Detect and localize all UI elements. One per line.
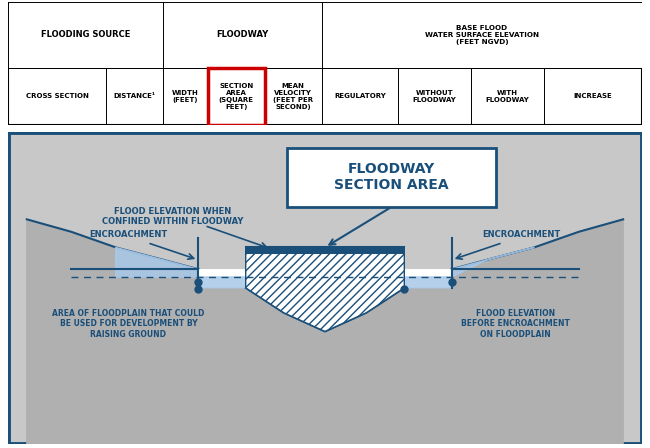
Polygon shape <box>246 247 404 332</box>
Text: FLOOD ELEVATION
BEFORE ENCROACHMENT
ON FLOODPLAIN: FLOOD ELEVATION BEFORE ENCROACHMENT ON F… <box>461 309 570 339</box>
Text: ENCROACHMENT: ENCROACHMENT <box>482 230 561 239</box>
Bar <box>287 148 497 207</box>
Bar <box>163 2 322 68</box>
Polygon shape <box>404 247 534 288</box>
Text: AREA OF FLOODPLAIN THAT COULD
BE USED FOR DEVELOPMENT BY
RAISING GROUND: AREA OF FLOODPLAIN THAT COULD BE USED FO… <box>52 309 205 339</box>
Text: DISTANCE¹: DISTANCE¹ <box>114 94 156 99</box>
Text: FLOODING SOURCE: FLOODING SOURCE <box>41 30 130 39</box>
Text: SECTION
AREA
(SQUARE
FEET): SECTION AREA (SQUARE FEET) <box>218 83 254 110</box>
Bar <box>207 68 265 125</box>
Text: FLOODWAY: FLOODWAY <box>216 30 268 39</box>
Text: MEAN
VELOCITY
(FEET PER
SECOND): MEAN VELOCITY (FEET PER SECOND) <box>273 83 313 110</box>
Text: FLOODWAY
SECTION AREA: FLOODWAY SECTION AREA <box>334 162 449 192</box>
Text: WIDTH
(FEET): WIDTH (FEET) <box>172 90 199 103</box>
Text: WITHOUT
FLOODWAY: WITHOUT FLOODWAY <box>413 90 456 103</box>
Bar <box>198 269 246 288</box>
Polygon shape <box>116 247 246 288</box>
Text: ENCROACHMENT: ENCROACHMENT <box>89 230 168 239</box>
Text: SECTION
AREA
(SQUARE
FEET): SECTION AREA (SQUARE FEET) <box>218 83 254 110</box>
Bar <box>8 2 163 68</box>
Text: REGULATORY: REGULATORY <box>334 94 385 99</box>
Polygon shape <box>27 220 623 444</box>
Text: BASE FLOOD
WATER SURFACE ELEVATION
(FEET NGVD): BASE FLOOD WATER SURFACE ELEVATION (FEET… <box>425 25 539 45</box>
Text: INCREASE: INCREASE <box>574 94 612 99</box>
Text: FLOOD ELEVATION WHEN
CONFINED WITHIN FLOODWAY: FLOOD ELEVATION WHEN CONFINED WITHIN FLO… <box>102 207 244 226</box>
Text: WITH
FLOODWAY: WITH FLOODWAY <box>486 90 529 103</box>
Bar <box>246 247 404 254</box>
Text: CROSS SECTION: CROSS SECTION <box>25 94 88 99</box>
Bar <box>404 269 452 288</box>
Bar <box>322 2 642 68</box>
